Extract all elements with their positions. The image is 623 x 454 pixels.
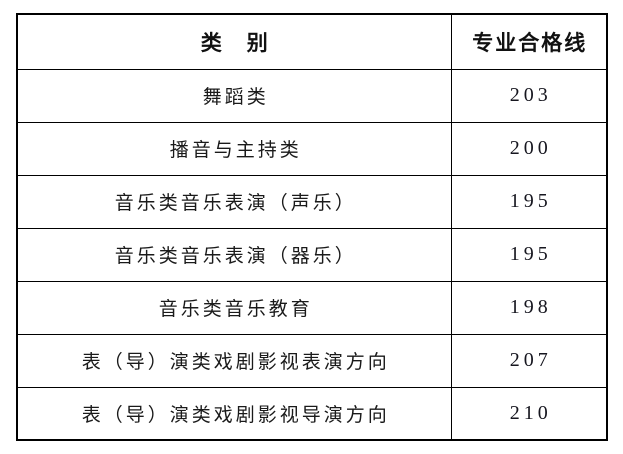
score-cell: 207	[450, 333, 608, 388]
table-row: 音乐类音乐表演（器乐） 195	[16, 227, 608, 282]
score-cell: 198	[450, 280, 608, 335]
category-cell: 音乐类音乐表演（声乐）	[16, 174, 452, 229]
category-cell: 播音与主持类	[16, 121, 452, 176]
table-row: 舞蹈类 203	[16, 68, 608, 123]
score-cell: 203	[450, 68, 608, 123]
category-cell: 舞蹈类	[16, 68, 452, 123]
category-cell: 音乐类音乐表演（器乐）	[16, 227, 452, 282]
table-row: 音乐类音乐表演（声乐） 195	[16, 174, 608, 229]
qualification-score-table: 类 别 专业合格线 舞蹈类 203 播音与主持类 200 音乐类音乐表演（声乐）…	[16, 13, 608, 441]
header-category: 类 别	[16, 13, 452, 70]
score-cell: 210	[450, 386, 608, 441]
category-cell: 表（导）演类戏剧影视表演方向	[16, 333, 452, 388]
category-cell: 表（导）演类戏剧影视导演方向	[16, 386, 452, 441]
score-cell: 195	[450, 227, 608, 282]
table-header-row: 类 别 专业合格线	[16, 13, 608, 70]
score-cell: 195	[450, 174, 608, 229]
table-row: 表（导）演类戏剧影视导演方向 210	[16, 386, 608, 441]
table-row: 音乐类音乐教育 198	[16, 280, 608, 335]
header-score-line: 专业合格线	[450, 13, 608, 70]
category-cell: 音乐类音乐教育	[16, 280, 452, 335]
table-row: 表（导）演类戏剧影视表演方向 207	[16, 333, 608, 388]
table-row: 播音与主持类 200	[16, 121, 608, 176]
score-cell: 200	[450, 121, 608, 176]
